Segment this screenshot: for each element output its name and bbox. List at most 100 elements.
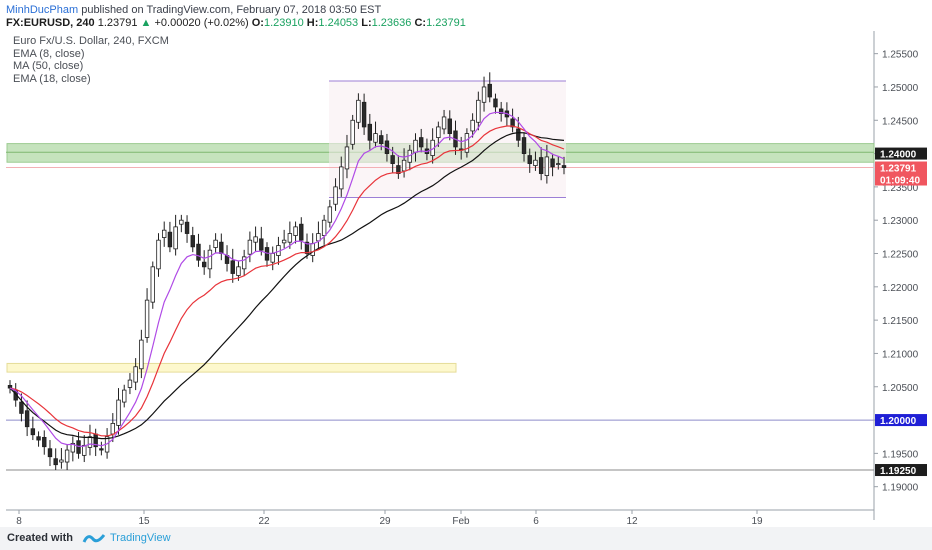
candle[interactable]: [299, 217, 304, 250]
candle[interactable]: [196, 233, 201, 267]
candle[interactable]: [247, 231, 253, 263]
open-label: O:: [251, 17, 264, 29]
candle[interactable]: [42, 430, 47, 455]
candle[interactable]: [173, 214, 178, 256]
candle[interactable]: [99, 441, 104, 456]
candle[interactable]: [213, 233, 218, 253]
candle[interactable]: [344, 134, 350, 179]
high-value: 1.24053: [318, 17, 359, 29]
candle[interactable]: [19, 393, 24, 422]
candle[interactable]: [538, 147, 544, 181]
candle[interactable]: [156, 233, 161, 277]
candle-body: [327, 206, 333, 223]
candle[interactable]: [476, 91, 481, 131]
candle[interactable]: [396, 155, 401, 179]
candle[interactable]: [36, 431, 41, 447]
candle[interactable]: [510, 108, 515, 133]
candle[interactable]: [356, 93, 361, 129]
candle-body: [247, 239, 253, 255]
candle-body: [122, 389, 127, 403]
candle[interactable]: [441, 109, 447, 135]
candle[interactable]: [304, 233, 310, 259]
candle[interactable]: [201, 250, 207, 275]
candle-body: [99, 448, 104, 451]
candle[interactable]: [561, 156, 567, 175]
candle[interactable]: [144, 288, 150, 343]
candle[interactable]: [167, 221, 173, 253]
candle[interactable]: [122, 384, 127, 408]
candle-body: [401, 159, 407, 172]
candle[interactable]: [230, 248, 235, 283]
candle-body: [304, 241, 310, 254]
candle[interactable]: [521, 132, 527, 162]
candle[interactable]: [527, 148, 532, 173]
candle[interactable]: [150, 261, 155, 309]
candle[interactable]: [127, 373, 133, 395]
candle[interactable]: [64, 444, 70, 471]
price-label-bg: [875, 414, 927, 427]
candle[interactable]: [241, 249, 247, 276]
candle[interactable]: [82, 435, 87, 463]
candle[interactable]: [470, 113, 475, 138]
candle[interactable]: [59, 448, 64, 469]
candle[interactable]: [264, 242, 270, 267]
legend-title[interactable]: Euro Fx/U.S. Dollar, 240, FXCM: [13, 35, 169, 47]
candle[interactable]: [373, 121, 378, 148]
candle[interactable]: [253, 226, 258, 252]
candle[interactable]: [419, 128, 424, 153]
price-chart[interactable]: 1.25500 1.25000 1.24500 1.24000 1.23500 1.230…: [0, 0, 932, 527]
candle-body: [59, 459, 64, 463]
symbol-label[interactable]: FX:EURUSD, 240: [6, 17, 95, 29]
candle[interactable]: [447, 110, 452, 141]
price-label-bg: [875, 464, 927, 477]
candle[interactable]: [70, 436, 76, 462]
candle[interactable]: [53, 448, 58, 471]
candle[interactable]: [281, 229, 287, 249]
candle[interactable]: [47, 440, 53, 467]
candle[interactable]: [464, 128, 470, 158]
legend-ema18[interactable]: EMA (18, close): [13, 72, 91, 85]
candle[interactable]: [207, 244, 213, 279]
candle[interactable]: [179, 214, 184, 233]
candle[interactable]: [361, 93, 367, 135]
candle[interactable]: [556, 156, 561, 170]
candle[interactable]: [436, 121, 441, 147]
author-link[interactable]: MinhDucPham: [6, 4, 79, 16]
candle[interactable]: [184, 215, 190, 243]
candle[interactable]: [401, 148, 407, 178]
candle[interactable]: [550, 153, 555, 177]
candle[interactable]: [498, 101, 504, 122]
candle[interactable]: [350, 114, 355, 150]
candle[interactable]: [162, 221, 167, 247]
open-value: 1.23910: [263, 17, 304, 29]
candle[interactable]: [327, 199, 333, 228]
ema8-line: [9, 111, 565, 448]
candle[interactable]: [493, 93, 498, 114]
candle[interactable]: [133, 358, 138, 391]
candle[interactable]: [139, 329, 144, 379]
candle[interactable]: [339, 156, 344, 197]
candle-body: [413, 139, 418, 153]
candle[interactable]: [190, 226, 195, 253]
legend-ema8[interactable]: EMA (8, close): [13, 47, 85, 60]
candle[interactable]: [293, 221, 298, 244]
high-label: H:: [306, 17, 319, 29]
candle[interactable]: [533, 151, 538, 171]
candle[interactable]: [481, 76, 487, 112]
candle[interactable]: [487, 72, 492, 103]
candle[interactable]: [30, 416, 36, 441]
candle[interactable]: [7, 380, 13, 394]
candle-body: [361, 101, 367, 128]
candle[interactable]: [287, 221, 293, 249]
candle[interactable]: [333, 178, 338, 211]
y-tick-label: 1.25000: [882, 83, 919, 94]
candle[interactable]: [321, 214, 327, 245]
candle[interactable]: [116, 388, 121, 435]
candle[interactable]: [367, 113, 373, 150]
legend-ma50[interactable]: MA (50, close): [13, 60, 84, 72]
x-tick-label: Feb: [452, 516, 470, 527]
candle[interactable]: [379, 130, 384, 151]
candle-body: [493, 98, 498, 108]
tradingview-brand[interactable]: TradingView: [110, 532, 171, 544]
candle-body: [521, 137, 527, 154]
